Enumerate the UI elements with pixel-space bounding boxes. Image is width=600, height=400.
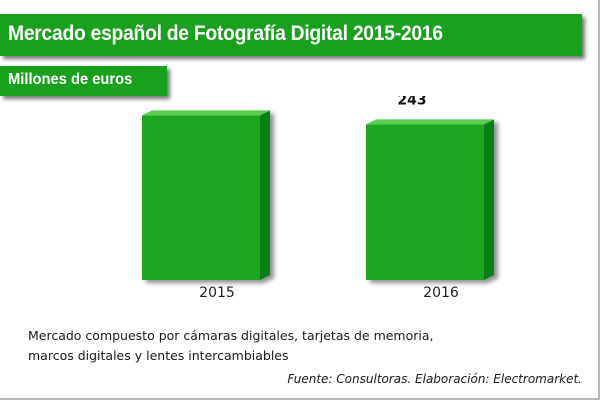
bar-chart: 257 2015 243 2016	[142, 96, 494, 301]
note-line-1: Mercado compuesto por cámaras digitales,…	[28, 328, 434, 343]
chart-subtitle: Millones de euros	[8, 71, 133, 88]
bar-front-2016	[366, 124, 484, 281]
chart-title: Mercado español de Fotografía Digital 20…	[8, 22, 443, 45]
category-label-2016: 2016	[423, 285, 459, 301]
chart-note: Mercado compuesto por cámaras digitales,…	[28, 326, 448, 366]
bar-top-2016	[366, 119, 494, 125]
category-label-2015: 2015	[199, 285, 235, 301]
title-banner: Mercado español de Fotografía Digital 20…	[0, 14, 582, 56]
bar-side-2016	[484, 119, 494, 281]
note-line-2: marcos digitales y lentes intercambiable…	[28, 348, 289, 363]
value-label-2015: 257	[173, 96, 202, 99]
subtitle-banner: Millones de euros	[0, 66, 167, 96]
bar-top-2015	[142, 110, 270, 116]
bar-front-2015	[142, 115, 260, 280]
value-label-2016: 243	[397, 96, 426, 108]
source-credit: Fuente: Consultoras. Elaboración: Electr…	[287, 372, 582, 386]
bar-2015	[142, 110, 270, 280]
bar-side-2015	[260, 110, 270, 280]
bar-2016	[366, 119, 494, 281]
